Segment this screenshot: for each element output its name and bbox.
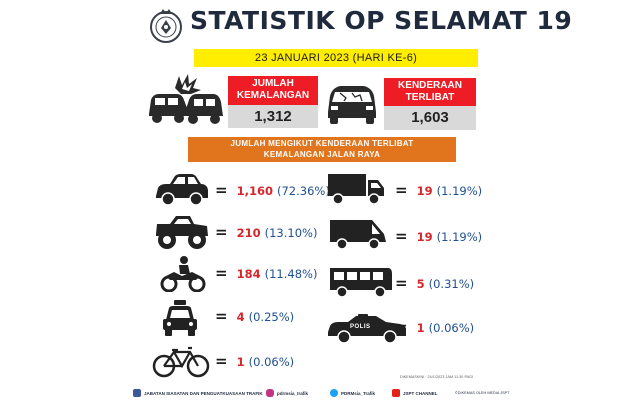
credit-note: ©DIKEMAS OLEH MEDIA JSPT <box>455 391 510 395</box>
social-facebook[interactable]: JABATAN SIASATAN DAN PENGUATKUASAAN TRAF… <box>133 386 263 400</box>
damaged-car-icon <box>328 86 376 124</box>
car-icon <box>156 174 208 206</box>
count-value: 1,160 <box>236 184 273 198</box>
equals-sign: = <box>395 181 408 199</box>
social-label: pdrmsia_trafik <box>277 390 309 396</box>
police-car-label: POLIS <box>350 324 371 330</box>
count-value: 210 <box>236 226 261 240</box>
bicycle-icon <box>152 346 210 378</box>
count-value: 1 <box>236 355 245 369</box>
vehicles-label-line2: TERLIBAT <box>405 92 455 103</box>
percent-value: (11.48%) <box>264 267 318 281</box>
police-car-icon <box>328 314 406 344</box>
list-item: = 4 (0.25%) <box>215 307 294 325</box>
vehicles-label-line1: KENDERAAN <box>398 80 462 91</box>
percent-value: (0.06%) <box>248 355 295 369</box>
van-icon <box>330 220 386 250</box>
vehicles-value: 1,603 <box>384 106 476 130</box>
list-item: = 19 (1.19%) <box>395 227 482 245</box>
count-value: 4 <box>236 310 245 324</box>
count-value: 19 <box>416 230 433 244</box>
percent-value: (13.10%) <box>264 226 318 240</box>
social-label: PDRMsia_Trafik <box>341 390 376 396</box>
section-banner-line1: JUMLAH MENGIKUT KENDERAAN TERLIBAT <box>230 139 414 148</box>
percent-value: (0.06%) <box>428 321 475 335</box>
police-crest-icon <box>150 9 182 43</box>
social-youtube[interactable]: JSPT CHANNEL <box>392 386 438 400</box>
page-title: STATISTIK OP SELAMAT 19 <box>190 6 573 35</box>
vehicles-label: KENDERAAN TERLIBAT <box>384 78 476 106</box>
list-item: = 1 (0.06%) <box>395 318 474 336</box>
motorcycle-icon <box>160 256 206 292</box>
list-item: = 5 (0.31%) <box>395 274 474 292</box>
accidents-label-line2: KEMALANGAN <box>236 90 310 101</box>
4x4-vehicle-icon <box>156 216 208 249</box>
truck-icon <box>328 174 384 205</box>
list-item: = 1 (0.06%) <box>215 352 294 370</box>
social-label: JSPT CHANNEL <box>403 390 438 396</box>
taxi-icon <box>163 300 197 336</box>
social-twitter[interactable]: PDRMsia_Trafik <box>330 386 375 400</box>
equals-sign: = <box>395 318 408 336</box>
updated-note: DIKEMASKINI : 24/1/2023 JAM 11:30 PAGI <box>400 375 474 379</box>
percent-value: (72.36%) <box>276 184 330 198</box>
date-banner: 23 JANUARI 2023 (HARI KE-6) <box>194 49 478 67</box>
car-crash-icon <box>149 74 223 124</box>
section-banner-line2: KEMALANGAN JALAN RAYA <box>263 149 381 159</box>
youtube-icon <box>392 389 400 397</box>
equals-sign: = <box>215 307 228 325</box>
section-banner: JUMLAH MENGIKUT KENDERAAN TERLIBAT KEMAL… <box>188 137 456 162</box>
equals-sign: = <box>395 274 408 292</box>
accidents-label: JUMLAH KEMALANGAN <box>228 76 318 105</box>
percent-value: (1.19%) <box>436 230 483 244</box>
equals-sign: = <box>215 223 228 241</box>
list-item: = 19 (1.19%) <box>395 181 482 199</box>
count-value: 19 <box>416 184 433 198</box>
list-item: = 210 (13.10%) <box>215 223 317 241</box>
equals-sign: = <box>215 352 228 370</box>
social-label: JABATAN SIASATAN DAN PENGUATKUASAAN TRAF… <box>144 390 263 396</box>
accidents-value: 1,312 <box>228 105 318 128</box>
equals-sign: = <box>215 181 228 199</box>
twitter-icon <box>330 389 338 397</box>
facebook-icon <box>133 389 141 397</box>
percent-value: (0.31%) <box>428 277 475 291</box>
list-item: = 184 (11.48%) <box>215 264 317 282</box>
count-value: 184 <box>236 267 261 281</box>
equals-sign: = <box>395 227 408 245</box>
instagram-icon <box>266 389 274 397</box>
percent-value: (0.25%) <box>248 310 295 324</box>
bus-icon <box>330 268 392 298</box>
percent-value: (1.19%) <box>436 184 483 198</box>
accidents-label-line1: JUMLAH <box>252 78 294 89</box>
social-instagram[interactable]: pdrmsia_trafik <box>266 386 308 400</box>
count-value: 5 <box>416 277 425 291</box>
list-item: = 1,160 (72.36%) <box>215 181 330 199</box>
equals-sign: = <box>215 264 228 282</box>
count-value: 1 <box>416 321 425 335</box>
